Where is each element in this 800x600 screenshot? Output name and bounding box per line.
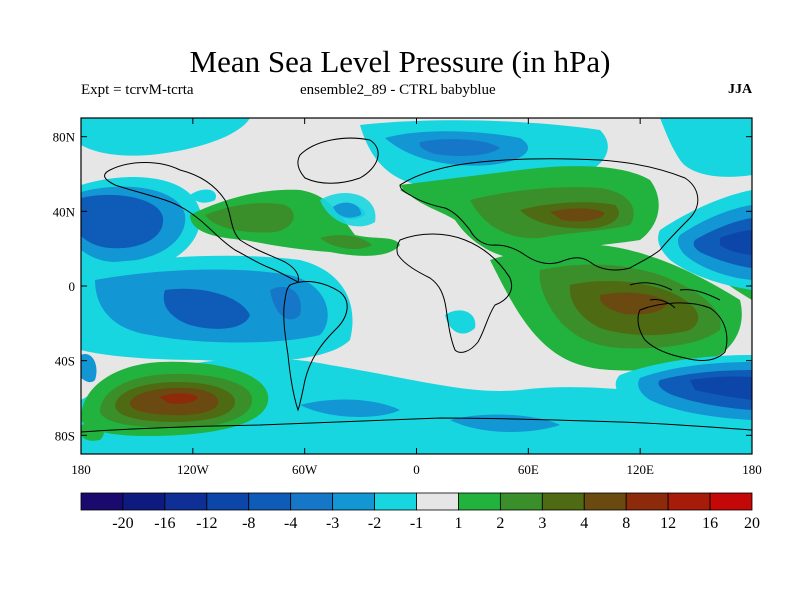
north-pacific-deep bbox=[81, 194, 164, 249]
south-america-coast bbox=[283, 281, 348, 412]
colorbar-swatch bbox=[541, 492, 585, 511]
north-america-mid bbox=[205, 203, 294, 233]
x-tick-label: 120W bbox=[177, 462, 210, 477]
colorbar-swatch bbox=[164, 492, 208, 511]
y-tick-label: 0 bbox=[69, 279, 76, 294]
x-tick-label: 0 bbox=[413, 462, 420, 477]
arctic-east-cyan bbox=[660, 118, 752, 177]
south-pacific-max bbox=[160, 393, 198, 404]
season-label: JJA bbox=[728, 82, 753, 97]
arctic-west-cyan bbox=[81, 118, 250, 156]
colorbar-label: -20 bbox=[112, 515, 133, 532]
atlantic-blue-core bbox=[333, 202, 362, 218]
southwest-pacific-green bbox=[81, 423, 104, 441]
colorbar-swatch bbox=[416, 492, 459, 511]
colorbar-swatch bbox=[122, 492, 166, 511]
south-atlantic-cyan bbox=[445, 310, 476, 334]
colorbar-label: -1 bbox=[410, 515, 423, 532]
colorbar-label: 3 bbox=[538, 515, 546, 532]
south-east-core bbox=[690, 376, 752, 400]
colorbar-swatch bbox=[709, 492, 753, 511]
north-america-west-cyan bbox=[190, 189, 216, 203]
antarctica-coast bbox=[81, 417, 752, 433]
atlantic-blob bbox=[320, 235, 372, 250]
africa-coast bbox=[396, 233, 513, 353]
nw-pacific-core bbox=[720, 230, 752, 255]
greenland-coast bbox=[297, 137, 379, 184]
colorbar-label: 4 bbox=[580, 515, 588, 532]
colorbar-swatch bbox=[374, 492, 417, 511]
colorbar-swatch bbox=[499, 492, 543, 511]
colorbar-swatch bbox=[583, 492, 627, 511]
colorbar-label: -16 bbox=[154, 515, 175, 532]
colorbar-swatch bbox=[332, 492, 375, 511]
colorbar-label: -8 bbox=[242, 515, 255, 532]
colorbar-label: 20 bbox=[744, 515, 760, 532]
colorbar-label: 16 bbox=[702, 515, 718, 532]
africa-east-green bbox=[508, 279, 527, 302]
y-tick-label: 80S bbox=[55, 428, 75, 443]
x-tick-label: 60W bbox=[292, 462, 318, 477]
colorbar-label: 1 bbox=[454, 515, 462, 532]
south-america-blue bbox=[270, 286, 301, 320]
colorbar-label: 12 bbox=[660, 515, 676, 532]
antarctic-blue-patch bbox=[300, 399, 400, 417]
colorbar: -20 -16 -12 -8 -4 -3 -2 -1 1 2 3 4 8 12 16 20 bbox=[80, 492, 760, 532]
colorbar-label: 8 bbox=[622, 515, 630, 532]
colorbar-swatch bbox=[667, 492, 711, 511]
ensemble-label: ensemble2_89 - CTRL babyblue bbox=[300, 82, 496, 98]
x-tick-label: 60E bbox=[518, 462, 539, 477]
x-tick-label: 180 bbox=[71, 462, 91, 477]
colorbar-label: 2 bbox=[496, 515, 504, 532]
arctic-deep bbox=[419, 139, 500, 156]
asia-dark bbox=[550, 208, 605, 222]
axis-ticks: 180 120W 60W 0 60E 120E 180 80N 40N 0 40S 80S bbox=[53, 118, 762, 477]
eurasia-coast bbox=[399, 158, 699, 271]
y-tick-label: 40N bbox=[53, 204, 76, 219]
colorbar-swatch bbox=[625, 492, 669, 511]
colorbar-label: -4 bbox=[284, 515, 297, 532]
x-tick-label: 180 bbox=[742, 462, 762, 477]
southern-blue-east bbox=[450, 414, 560, 432]
arctic-green bbox=[400, 183, 450, 198]
indonesia-coast bbox=[629, 282, 721, 309]
y-tick-label: 40S bbox=[55, 354, 75, 369]
colorbar-swatch bbox=[458, 492, 501, 511]
colorbar-swatch bbox=[290, 492, 334, 511]
colorbar-swatch bbox=[248, 492, 292, 511]
colorbar-label: -12 bbox=[196, 515, 217, 532]
x-tick-label: 120E bbox=[626, 462, 654, 477]
colorbar-swatch bbox=[206, 492, 250, 511]
australia-coast bbox=[637, 302, 728, 361]
chart-title: Mean Sea Level Pressure (in hPa) bbox=[189, 44, 611, 79]
colorbar-label: -2 bbox=[368, 515, 381, 532]
map-field bbox=[81, 118, 752, 454]
colorbar-swatch bbox=[80, 492, 124, 511]
indian-ocean-dark bbox=[599, 292, 668, 315]
north-america-coast bbox=[104, 162, 299, 283]
coastlines bbox=[81, 137, 752, 433]
colorbar-label: -3 bbox=[326, 515, 339, 532]
experiment-label: Expt = tcrvM-tcrta bbox=[81, 82, 194, 98]
y-tick-label: 80N bbox=[53, 130, 76, 145]
tropical-pacific-deep bbox=[163, 288, 250, 329]
